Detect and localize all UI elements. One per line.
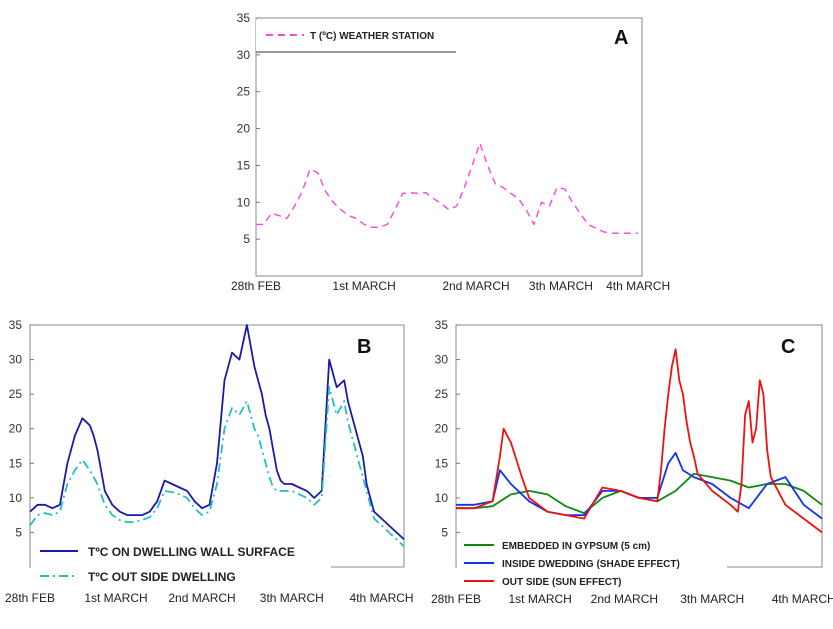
y-tick-label: 30 bbox=[237, 48, 251, 62]
y-tick-label: 25 bbox=[237, 85, 251, 99]
y-tick-label: 5 bbox=[15, 525, 22, 539]
y-tick-label: 35 bbox=[237, 11, 251, 25]
legend-label: OUT SIDE (SUN EFFECT) bbox=[502, 577, 621, 588]
x-tick-label: 1st MARCH bbox=[332, 279, 395, 293]
panel-letter: B bbox=[357, 336, 371, 358]
legend: TºC ON DWELLING WALL SURFACE TºC OUT SIDE… bbox=[31, 540, 331, 584]
y-tick-label: 35 bbox=[9, 318, 23, 332]
y-tick-label: 25 bbox=[435, 387, 449, 401]
x-tick-label: 3th MARCH bbox=[680, 592, 744, 606]
legend: T (ºC) WEATHER STATION bbox=[256, 20, 456, 53]
y-tick-label: 15 bbox=[435, 456, 449, 470]
series-line-2 bbox=[29, 386, 405, 547]
series-line-1 bbox=[29, 324, 405, 540]
panel-letter: A bbox=[614, 27, 628, 49]
y-tick-label: 5 bbox=[441, 525, 448, 539]
y-tick-label: 15 bbox=[9, 456, 23, 470]
x-tick-label: 4th MARCH bbox=[350, 591, 414, 605]
panel-c: 5 10 15 20 25 30 35 28th FEB 1st MARCH 2nd MARCH 3… bbox=[431, 318, 833, 606]
y-tick-label: 20 bbox=[9, 422, 23, 436]
y-tick-label: 10 bbox=[435, 491, 449, 505]
x-tick-label: 28th FEB bbox=[431, 592, 481, 606]
panel-a: 5 10 15 20 25 30 35 28th FEB 1st MARCH 2nd MARCH 3… bbox=[231, 11, 670, 293]
x-tick-label: 3th MARCH bbox=[260, 591, 324, 605]
legend-box bbox=[256, 20, 456, 52]
series-line-3 bbox=[456, 348, 823, 534]
x-tick-label: 28th FEB bbox=[5, 591, 55, 605]
plot-frame bbox=[29, 324, 405, 568]
x-tick-label: 1st MARCH bbox=[509, 592, 572, 606]
series-line-1 bbox=[256, 142, 639, 234]
legend-label: TºC OUT SIDE DWELLING bbox=[88, 570, 236, 584]
y-tick-label: 30 bbox=[435, 353, 449, 367]
y-tick-label: 10 bbox=[237, 195, 251, 209]
x-tick-label: 28th FEB bbox=[231, 279, 281, 293]
y-tick-label: 20 bbox=[435, 422, 449, 436]
legend-label: INSIDE DWEDDING (SHADE EFFECT) bbox=[502, 559, 680, 570]
legend-label: TºC ON DWELLING WALL SURFACE bbox=[88, 545, 295, 559]
y-tick-label: 30 bbox=[9, 353, 23, 367]
y-tick-label: 25 bbox=[9, 387, 23, 401]
y-tick-label: 35 bbox=[435, 318, 449, 332]
legend-label: EMBEDDED IN GYPSUM (5 cm) bbox=[502, 541, 650, 552]
legend-box bbox=[457, 539, 727, 581]
x-tick-label: 1st MARCH bbox=[84, 591, 147, 605]
legend-label: T (ºC) WEATHER STATION bbox=[310, 31, 434, 42]
x-tick-label: 4th MARCH bbox=[606, 279, 670, 293]
panel-letter: C bbox=[781, 336, 795, 358]
series-line-1 bbox=[456, 472, 823, 514]
series-line-2 bbox=[456, 451, 823, 520]
x-tick-label: 3th MARCH bbox=[529, 279, 593, 293]
y-tick-label: 10 bbox=[9, 491, 23, 505]
x-tick-label: 2nd MARCH bbox=[591, 592, 658, 606]
x-tick-label: 2nd MARCH bbox=[168, 591, 235, 605]
y-tick-label: 15 bbox=[237, 158, 251, 172]
legend-box bbox=[31, 540, 331, 582]
plot-frame bbox=[255, 17, 643, 277]
legend: EMBEDDED IN GYPSUM (5 cm) INSIDE DWEDDING… bbox=[457, 539, 727, 588]
y-tick-label: 20 bbox=[237, 122, 251, 136]
panel-b: 5 10 15 20 25 30 35 28th FEB 1st MARCH 2nd MARCH 3… bbox=[5, 318, 414, 605]
y-tick-label: 5 bbox=[243, 232, 250, 246]
x-tick-label: 2nd MARCH bbox=[442, 279, 509, 293]
x-tick-label: 4th MARCH bbox=[772, 592, 833, 606]
